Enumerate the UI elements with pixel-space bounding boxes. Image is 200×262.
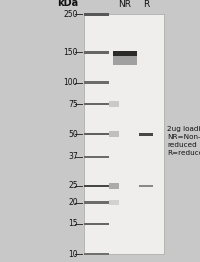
Bar bbox=[84, 156, 109, 158]
Text: NR: NR bbox=[118, 0, 132, 9]
Text: 75: 75 bbox=[68, 100, 78, 108]
Text: 50: 50 bbox=[68, 130, 78, 139]
Text: 25: 25 bbox=[68, 181, 78, 190]
Bar bbox=[139, 185, 153, 187]
Bar bbox=[113, 51, 137, 56]
Bar bbox=[84, 103, 109, 105]
Text: 10: 10 bbox=[68, 250, 78, 259]
Text: 20: 20 bbox=[68, 198, 78, 207]
Bar bbox=[84, 223, 109, 225]
Bar bbox=[84, 201, 109, 204]
Bar bbox=[109, 132, 119, 137]
Bar bbox=[84, 13, 109, 16]
Bar bbox=[84, 253, 109, 255]
Text: 37: 37 bbox=[68, 152, 78, 161]
Bar bbox=[109, 101, 119, 107]
Text: 15: 15 bbox=[68, 220, 78, 228]
Bar bbox=[139, 133, 153, 136]
Text: R: R bbox=[143, 0, 149, 9]
Text: 2ug loading
NR=Non-
reduced
R=reduced: 2ug loading NR=Non- reduced R=reduced bbox=[167, 127, 200, 156]
Bar bbox=[84, 133, 109, 135]
Bar bbox=[84, 51, 109, 54]
Text: 100: 100 bbox=[64, 78, 78, 87]
Bar bbox=[84, 81, 109, 84]
Bar bbox=[109, 200, 119, 205]
Text: 250: 250 bbox=[64, 10, 78, 19]
Bar bbox=[84, 185, 109, 187]
Text: 150: 150 bbox=[64, 48, 78, 57]
Bar bbox=[84, 14, 164, 254]
Text: kDa: kDa bbox=[57, 0, 78, 8]
Bar bbox=[113, 56, 137, 65]
Bar bbox=[109, 183, 119, 189]
